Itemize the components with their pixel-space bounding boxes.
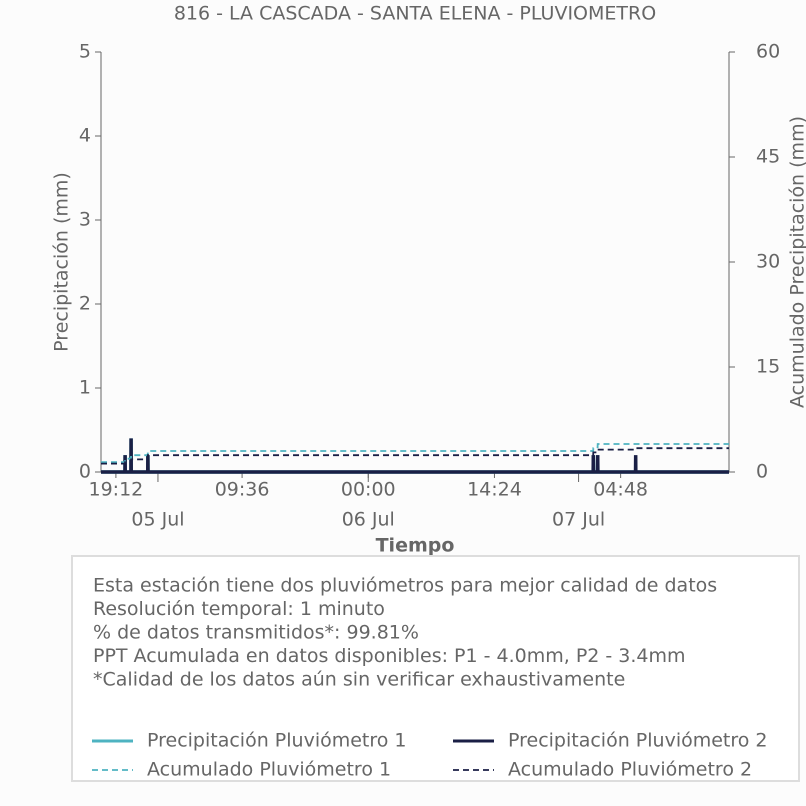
x-date-label: 05 Jul [131, 509, 184, 531]
legend-label: Acumulado Pluviómetro 1 [147, 759, 391, 781]
y2-tick-label: 45 [756, 146, 780, 168]
info-text: Resolución temporal: 1 minuto [93, 598, 385, 620]
y2-tick-label: 0 [756, 461, 768, 483]
y-tick-label: 4 [79, 125, 91, 147]
legend-label: Acumulado Pluviómetro 2 [508, 759, 752, 781]
x-tick-label: 09:36 [215, 479, 270, 501]
x-tick-label: 00:00 [341, 479, 396, 501]
y-axis-label: Precipitación (mm) [51, 172, 73, 352]
x-tick-label: 04:48 [593, 479, 648, 501]
info-text: PPT Acumulada en datos disponibles: P1 -… [93, 645, 686, 667]
y2-axis-label: Acumulado Precipitación (mm) [787, 116, 806, 408]
x-tick-label: 14:24 [467, 479, 522, 501]
series-line [101, 438, 729, 474]
y-tick-label: 3 [79, 209, 91, 231]
legend-label: Precipitación Pluviómetro 1 [147, 730, 407, 752]
info-box [71, 555, 800, 782]
y-tick-label: 1 [79, 377, 91, 399]
x-date-label: 06 Jul [342, 509, 395, 531]
x-date-label: 07 Jul [552, 509, 605, 531]
x-axis-label: Tiempo [376, 535, 455, 557]
series-line [101, 447, 729, 465]
chart-title: 816 - LA CASCADA - SANTA ELENA - PLUVIOM… [174, 3, 656, 25]
x-tick-label: 19:12 [89, 479, 144, 501]
series-line [101, 443, 729, 464]
y2-tick-label: 30 [756, 251, 780, 273]
y-tick-label: 5 [79, 41, 91, 63]
y-tick-label: 0 [79, 461, 91, 483]
y-tick-label: 2 [79, 293, 91, 315]
info-text: % de datos transmitidos*: 99.81% [93, 622, 419, 644]
info-text: Esta estación tiene dos pluviómetros par… [93, 575, 717, 597]
info-text: *Calidad de los datos aún sin verificar … [93, 669, 625, 691]
y2-tick-label: 15 [756, 356, 780, 378]
y2-tick-label: 60 [756, 41, 780, 63]
legend-label: Precipitación Pluviómetro 2 [508, 730, 768, 752]
